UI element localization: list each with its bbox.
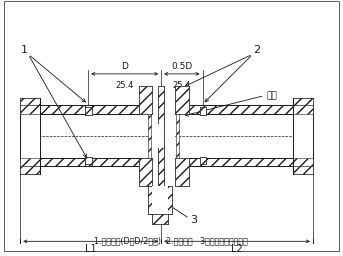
Bar — [175, 158, 293, 166]
Bar — [175, 114, 293, 158]
Text: 25.4: 25.4 — [173, 81, 191, 90]
Text: 3: 3 — [190, 215, 197, 225]
Bar — [85, 107, 92, 115]
Text: D: D — [121, 62, 128, 71]
Bar — [20, 98, 40, 174]
Bar — [176, 114, 179, 158]
Bar — [293, 166, 313, 174]
Text: L1: L1 — [85, 244, 96, 254]
Bar — [139, 158, 152, 186]
Bar — [149, 186, 172, 214]
Bar — [175, 158, 189, 186]
Bar — [139, 158, 152, 186]
Bar — [175, 86, 189, 114]
Bar — [152, 186, 168, 214]
Text: 25.4: 25.4 — [116, 81, 134, 90]
Text: 0.5D: 0.5D — [171, 62, 192, 71]
Bar — [85, 157, 92, 165]
Text: 孔板: 孔板 — [267, 91, 277, 100]
Bar — [139, 86, 152, 114]
Bar — [293, 105, 313, 114]
Bar — [158, 86, 164, 186]
Bar — [85, 107, 92, 115]
Bar — [85, 157, 92, 165]
Bar — [152, 214, 168, 223]
Bar — [200, 157, 206, 165]
Bar — [149, 114, 151, 158]
Bar — [20, 166, 40, 174]
Bar — [40, 105, 139, 114]
Bar — [40, 158, 139, 166]
Bar — [200, 107, 206, 115]
Bar — [152, 214, 168, 223]
Bar — [175, 105, 293, 114]
Bar — [152, 114, 175, 158]
Bar — [293, 98, 313, 105]
Bar — [40, 114, 139, 158]
Bar — [158, 124, 164, 148]
Bar — [20, 98, 40, 105]
Bar — [175, 158, 189, 186]
Bar — [293, 158, 313, 166]
Bar — [139, 86, 152, 114]
Bar — [175, 86, 189, 114]
Text: L2: L2 — [231, 244, 243, 254]
Bar — [200, 157, 206, 165]
Text: 1.径距取压(D、D/2取压)  2.法兰取压   3．角接（环室）取压: 1.径距取压(D、D/2取压) 2.法兰取压 3．角接（环室）取压 — [94, 237, 248, 246]
Bar — [158, 86, 164, 186]
Text: 1: 1 — [21, 45, 28, 55]
Bar — [149, 186, 172, 214]
Bar — [200, 107, 206, 115]
Bar — [20, 158, 40, 166]
Bar — [20, 105, 40, 114]
Bar — [293, 98, 313, 174]
Text: 2: 2 — [253, 45, 260, 55]
